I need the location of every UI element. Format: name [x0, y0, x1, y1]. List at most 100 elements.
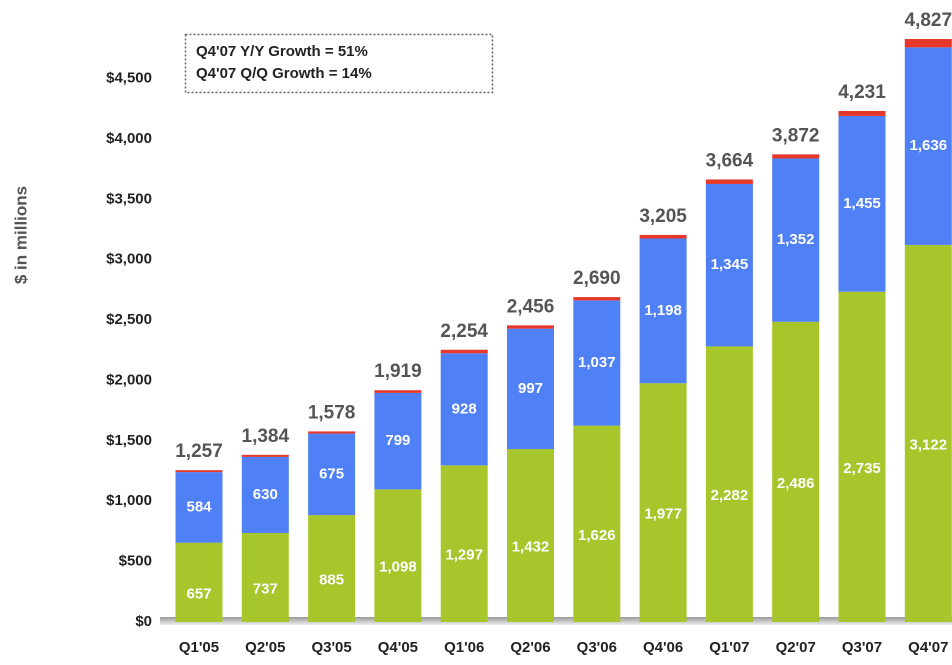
value-label: 2,282	[711, 487, 749, 504]
value-label: 799	[385, 432, 410, 449]
bar-segment	[838, 110, 886, 116]
value-label: 737	[253, 580, 278, 597]
bar-segment	[440, 349, 488, 354]
bar-segment	[573, 425, 621, 622]
bar-segment	[175, 542, 223, 622]
bar-segment	[440, 353, 488, 466]
bar-segment	[639, 234, 687, 239]
y-tick-label: $0	[135, 613, 152, 630]
x-tick-label: Q3'06	[577, 639, 617, 656]
bar-segment	[904, 39, 952, 48]
value-label: 1,198	[644, 302, 682, 319]
bar-segment	[374, 392, 422, 490]
value-label: 1,977	[644, 506, 682, 523]
value-label: 1,455	[843, 195, 881, 212]
value-label: 1,432	[512, 538, 550, 555]
total-label: 1,257	[175, 441, 223, 462]
value-label: 657	[186, 585, 211, 602]
total-label: 1,384	[242, 426, 290, 447]
x-tick-label: Q2'06	[510, 639, 550, 656]
x-tick-label: Q3'07	[842, 639, 882, 656]
bar-segment	[241, 456, 289, 533]
bar-segment	[904, 244, 952, 622]
total-label: 3,872	[772, 125, 820, 146]
x-tick-label: Q1'05	[179, 639, 219, 656]
value-label: 3,122	[910, 436, 948, 453]
bar-segment	[175, 470, 223, 473]
y-axis-label: $ in millions	[11, 186, 30, 284]
value-label: 1,345	[711, 256, 749, 273]
value-label: 1,352	[777, 231, 815, 248]
y-tick-label: $4,500	[106, 69, 152, 86]
total-label: 1,919	[374, 361, 422, 382]
bar-segment	[772, 154, 820, 159]
bar-segment	[838, 291, 886, 622]
bar-segment	[241, 532, 289, 622]
value-label: 584	[186, 498, 212, 515]
total-label: 2,254	[440, 321, 488, 342]
bar-segment	[838, 115, 886, 292]
bar-segment	[904, 47, 952, 245]
bar-segment	[639, 238, 687, 384]
value-label: 885	[319, 572, 344, 589]
value-label: 928	[452, 400, 477, 417]
bar-segment	[308, 515, 356, 622]
baseline	[160, 617, 952, 625]
total-label: 1,578	[308, 402, 356, 423]
x-tick-label: Q2'07	[776, 639, 816, 656]
bar-segment	[507, 325, 554, 329]
y-tick-label: $4,000	[106, 130, 152, 147]
value-label: 1,626	[578, 527, 616, 544]
bar-segment	[241, 454, 289, 457]
y-tick-label: $2,500	[106, 311, 152, 328]
bar-segment	[573, 297, 621, 301]
x-tick-label: Q2'05	[245, 639, 285, 656]
total-label: 3,664	[706, 150, 754, 171]
value-label: 1,297	[445, 547, 483, 564]
bar-segment	[374, 390, 422, 393]
value-label: 1,037	[578, 354, 616, 371]
bar-segment	[772, 321, 820, 622]
x-tick-label: Q4'05	[378, 639, 418, 656]
bar-segment	[507, 449, 554, 622]
value-label: 997	[518, 380, 543, 397]
x-tick-label: Q1'07	[709, 639, 749, 656]
bar-segment	[308, 433, 356, 516]
total-label: 4,827	[905, 10, 952, 31]
total-label: 3,205	[639, 206, 687, 227]
value-label: 2,486	[777, 475, 815, 492]
bar-segment	[175, 472, 223, 543]
total-label: 2,456	[507, 296, 555, 317]
value-label: 675	[319, 465, 344, 482]
annotation: Q4'07 Y/Y Growth = 51%	[196, 43, 368, 60]
bar-segment	[440, 465, 488, 622]
y-tick-label: $500	[119, 553, 152, 570]
annotation: Q4'07 Q/Q Growth = 14%	[196, 65, 372, 82]
bar-segment	[374, 489, 422, 622]
value-label: 1,098	[379, 559, 417, 576]
bar-segment	[308, 431, 356, 434]
bar-segment	[705, 183, 753, 347]
bar-segment	[772, 158, 820, 322]
value-label: 2,735	[843, 460, 881, 477]
total-label: 4,231	[838, 82, 886, 103]
bar-segment	[705, 346, 753, 622]
total-label: 2,690	[573, 268, 621, 289]
y-tick-label: $2,000	[106, 371, 152, 388]
bar-segment	[639, 383, 687, 622]
y-tick-label: $3,000	[106, 251, 152, 268]
bar-segment	[573, 300, 621, 426]
x-tick-label: Q4'06	[643, 639, 683, 656]
y-tick-label: $1,500	[106, 432, 152, 449]
bar-segment	[705, 179, 753, 184]
x-tick-label: Q4'07	[908, 639, 948, 656]
annotation-box	[184, 33, 494, 94]
y-tick-label: $1,000	[106, 492, 152, 509]
value-label: 630	[253, 486, 278, 503]
x-tick-label: Q1'06	[444, 639, 484, 656]
bar-segment	[507, 328, 554, 450]
x-tick-label: Q3'05	[311, 639, 351, 656]
y-tick-label: $3,500	[106, 190, 152, 207]
value-label: 1,636	[910, 137, 948, 154]
